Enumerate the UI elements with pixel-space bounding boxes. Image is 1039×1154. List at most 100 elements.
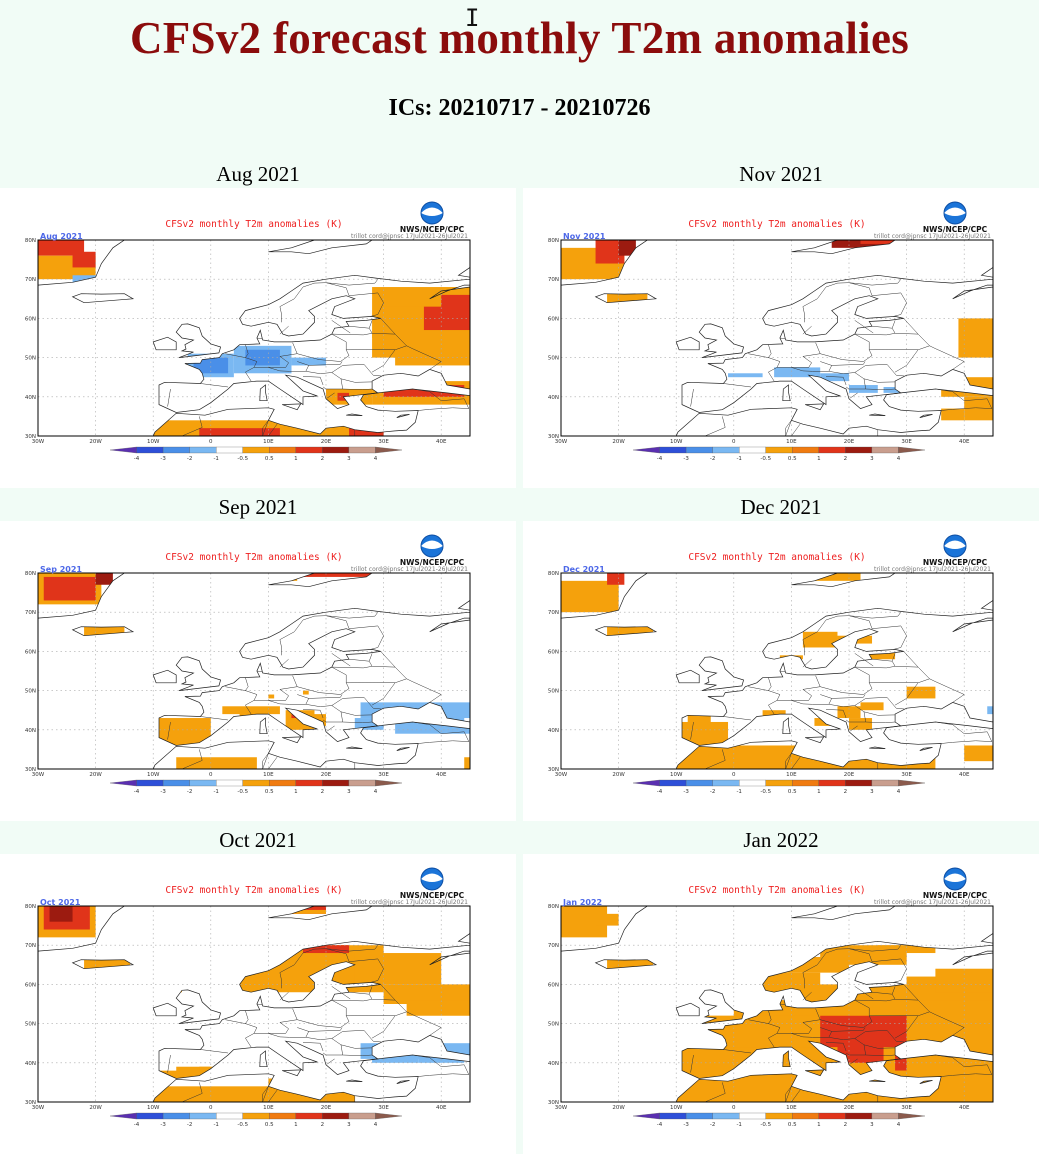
month-label-aug-2021: Aug 2021 <box>216 162 300 186</box>
page-subtitle: ICs: 20210717 - 20210726 <box>388 95 651 121</box>
agency-label: NWS/NCEP/CPC <box>400 891 465 900</box>
colorbar-label: -0.5 <box>760 456 771 462</box>
colorbar-swatch <box>375 779 403 787</box>
colorbar-label: -2 <box>187 456 192 462</box>
colorbar-swatch <box>765 446 793 454</box>
colorbar-label: -0.5 <box>237 1122 248 1128</box>
map-area <box>38 906 470 1102</box>
colorbar-swatch <box>216 1112 243 1120</box>
colorbar-swatch <box>898 779 926 787</box>
lon-tick-label: 20W <box>612 1105 625 1111</box>
map-svg: CFSv2 monthly T2m anomalies (K) trillot c… <box>548 534 994 795</box>
map-svg: CFSv2 monthly T2m anomalies (K) trillot c… <box>25 534 471 795</box>
lat-tick-label: 50N <box>548 356 559 362</box>
map-svg: CFSv2 monthly T2m anomalies (K) trillot c… <box>25 867 471 1128</box>
colorbar-swatch <box>871 1112 899 1120</box>
colorbar-swatch <box>109 446 137 454</box>
colorbar-swatch <box>242 779 270 787</box>
map-credits: trillot cord@jpnsc 17Jul2021-26Jul2021 <box>874 233 991 240</box>
noaa-logo-icon <box>943 867 967 891</box>
country-borders <box>690 945 993 1102</box>
lat-tick-label: 30N <box>25 767 36 773</box>
lon-tick-label: 40E <box>436 772 447 778</box>
colorbar-label: -3 <box>683 456 689 462</box>
colorbar-swatch <box>322 446 350 454</box>
lon-tick-label: 10W <box>670 1105 683 1111</box>
lon-tick-label: 10W <box>147 772 160 778</box>
colorbar-label: -1 <box>213 1122 218 1128</box>
colorbar-label: -1 <box>213 789 218 795</box>
map-svg: CFSv2 monthly T2m anomalies (K) trillot c… <box>548 867 994 1128</box>
agency-label: NWS/NCEP/CPC <box>923 891 988 900</box>
map-panel-sep-2021: CFSv2 monthly T2m anomalies (K) trillot c… <box>0 521 516 821</box>
colorbar-swatch <box>295 446 323 454</box>
colorbar-swatch <box>216 446 243 454</box>
colorbar-label: 2 <box>321 1122 325 1128</box>
colorbar-label: -4 <box>134 1122 140 1128</box>
noaa-logo-icon <box>420 201 444 225</box>
colorbar-label: 0.5 <box>788 789 797 795</box>
colorbar-label: -4 <box>657 1122 663 1128</box>
lon-tick-label: 30E <box>378 439 389 445</box>
lon-tick-label: 20W <box>89 1105 102 1111</box>
map-panel-aug-2021: CFSv2 monthly T2m anomalies (K) trillot c… <box>0 188 516 488</box>
colorbar-swatch <box>818 446 846 454</box>
country-borders <box>167 945 470 1102</box>
colorbar-swatch <box>189 779 217 787</box>
colorbar-swatch <box>269 779 296 787</box>
colorbar-label: 0.5 <box>265 1122 274 1128</box>
lat-tick-label: 30N <box>25 1100 36 1106</box>
colorbar-label: -4 <box>657 456 663 462</box>
lat-tick-label: 50N <box>548 689 559 695</box>
lat-tick-label: 30N <box>25 434 36 440</box>
colorbar-label: 0.5 <box>265 456 274 462</box>
lon-tick-label: 20E <box>844 1105 855 1111</box>
colorbar-label: -3 <box>160 456 166 462</box>
colorbar-swatch <box>818 779 846 787</box>
lon-tick-label: 20W <box>612 439 625 445</box>
colorbar-label: -0.5 <box>760 1122 771 1128</box>
colorbar-swatch <box>818 1112 846 1120</box>
colorbar-label: -3 <box>160 1122 166 1128</box>
colorbar-label: -2 <box>710 789 715 795</box>
map-panel-jan-2022: CFSv2 monthly T2m anomalies (K) trillot c… <box>523 854 1039 1154</box>
lon-tick-label: 20E <box>844 439 855 445</box>
lat-tick-label: 40N <box>548 728 559 734</box>
colorbar-swatch <box>375 446 403 454</box>
lat-tick-label: 70N <box>548 610 559 616</box>
noaa-logo-icon <box>420 534 444 558</box>
map-title: CFSv2 monthly T2m anomalies (K) <box>688 552 865 563</box>
map-credits: trillot cord@jpnsc 17Jul2021-26Jul2021 <box>351 899 468 906</box>
lat-tick-label: 70N <box>548 277 559 283</box>
colorbar-label: -0.5 <box>237 456 248 462</box>
colorbar: -4 -3 -2 -1 -0.5 0.5 1 2 3 4 <box>109 1112 403 1128</box>
lon-tick-label: 40E <box>959 439 970 445</box>
page-title: CFSv2 forecast monthly T2m anomalies <box>129 13 910 63</box>
lon-tick-label: 30W <box>32 772 45 778</box>
colorbar-swatch <box>845 1112 873 1120</box>
colorbar-swatch <box>659 446 687 454</box>
colorbar-swatch <box>348 779 376 787</box>
colorbar-swatch <box>765 779 793 787</box>
lat-tick-label: 80N <box>25 904 36 910</box>
lon-tick-label: 0 <box>209 772 213 778</box>
lon-tick-label: 40E <box>959 1105 970 1111</box>
colorbar-label: 0.5 <box>788 1122 797 1128</box>
agency-label: NWS/NCEP/CPC <box>400 558 465 567</box>
colorbar-swatch <box>162 1112 190 1120</box>
colorbar-swatch <box>659 779 687 787</box>
colorbar-swatch <box>348 1112 376 1120</box>
lon-tick-label: 10E <box>263 1105 274 1111</box>
map-panel-dec-2021: CFSv2 monthly T2m anomalies (K) trillot c… <box>523 521 1039 821</box>
colorbar-swatch <box>792 779 819 787</box>
lat-tick-label: 80N <box>25 238 36 244</box>
colorbar-swatch <box>162 446 190 454</box>
colorbar-swatch <box>792 1112 819 1120</box>
colorbar-label: -1 <box>736 789 741 795</box>
lon-tick-label: 30E <box>901 1105 912 1111</box>
colorbar-swatch <box>712 779 740 787</box>
lat-tick-label: 60N <box>548 649 559 655</box>
coastlines <box>38 906 470 1102</box>
colorbar-label: 2 <box>844 1122 848 1128</box>
lat-tick-label: 40N <box>25 728 36 734</box>
